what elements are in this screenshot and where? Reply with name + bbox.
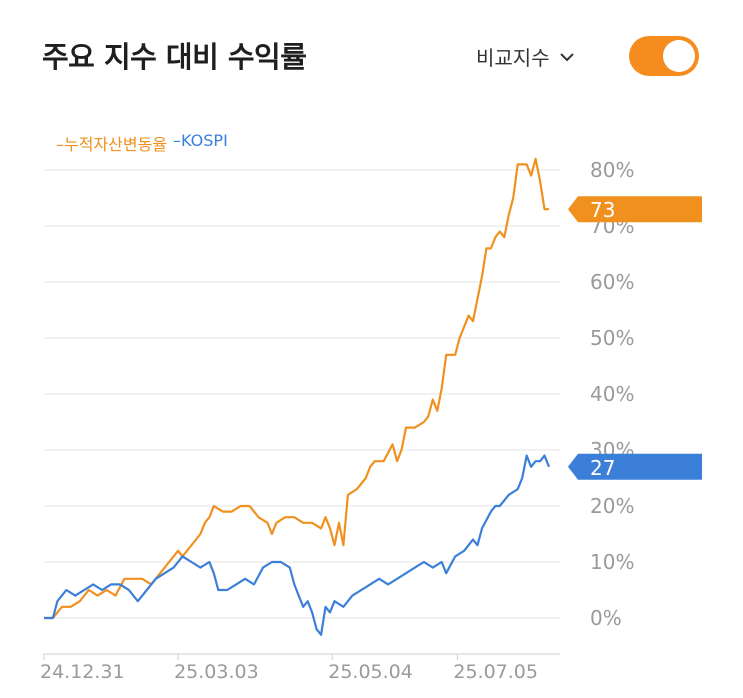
- toggle-knob: [663, 40, 695, 72]
- end-value-label: 73: [590, 198, 615, 222]
- compare-index-dropdown[interactable]: 비교지수: [476, 42, 578, 71]
- y-tick-label: 80%: [590, 158, 634, 182]
- series-line-kospi: [44, 454, 551, 636]
- chevron-down-icon: [559, 52, 574, 61]
- compare-index-toggle[interactable]: [629, 36, 699, 76]
- chart-legend: –누적자산변동율 –KOSPI: [56, 131, 228, 155]
- end-value-tag: [568, 453, 702, 480]
- series-line-asset: [44, 157, 549, 620]
- x-tick-label: 24.12.31: [40, 661, 125, 683]
- y-tick-label: 10%: [590, 550, 634, 574]
- end-value-tag: [568, 196, 702, 223]
- x-tick-label: 25.03.03: [174, 661, 259, 683]
- legend-series-asset: –누적자산변동율: [56, 135, 168, 154]
- legend-series-kospi: –KOSPI: [173, 131, 228, 150]
- compare-index-label: 비교지수: [476, 46, 550, 70]
- page-title: 주요 지수 대비 수익률: [42, 40, 307, 74]
- y-tick-label: 20%: [590, 494, 634, 518]
- x-tick-label: 25.05.04: [328, 661, 413, 683]
- y-tick-label: 60%: [590, 270, 634, 294]
- y-tick-label: 50%: [590, 326, 634, 350]
- y-tick-label: 40%: [590, 382, 634, 406]
- y-tick-label: 0%: [590, 606, 622, 630]
- x-tick-label: 25.07.05: [453, 661, 538, 683]
- end-value-label: 27: [590, 456, 615, 480]
